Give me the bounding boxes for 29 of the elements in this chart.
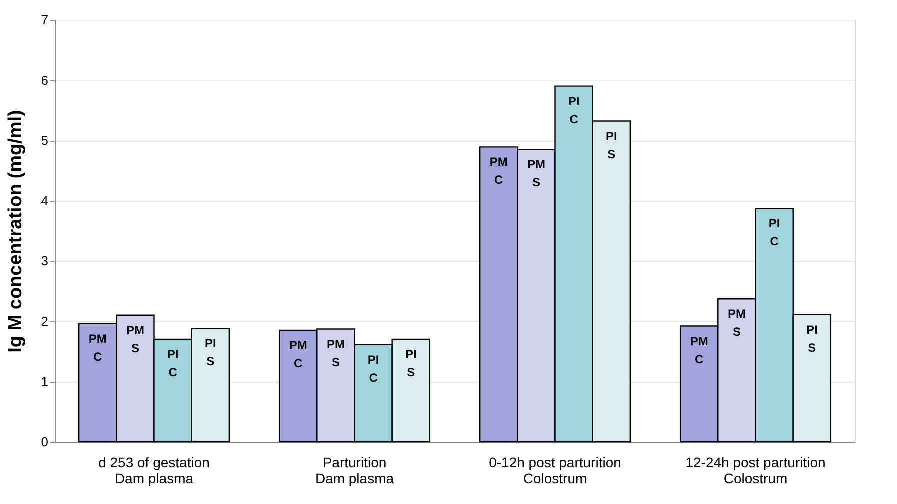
text: PM C: [690, 334, 708, 366]
text: PI S: [606, 129, 618, 162]
y-axis-title: Ig M concentration (mg/ml): [5, 110, 26, 353]
series-label: PM S: [126, 323, 144, 356]
y-tick-label: 3: [41, 254, 48, 269]
series-label: PI C: [167, 348, 179, 380]
text: PI S: [806, 322, 818, 355]
text: PI C: [368, 352, 380, 385]
text: PM C: [490, 155, 508, 188]
series-label: PI S: [204, 336, 216, 369]
text: PI C: [768, 216, 780, 249]
y-tick-label: 5: [41, 133, 48, 148]
y-tick-label: 4: [41, 193, 48, 208]
x-tick-label: d 253 of gestation Dam plasma: [98, 454, 210, 486]
text: PI S: [405, 348, 417, 380]
y-tick-label: 6: [41, 72, 48, 88]
text: PM C: [289, 338, 308, 370]
y-tick-label: 0: [41, 434, 48, 450]
x-tick-label: 0-12h post parturition Colostrum: [489, 454, 622, 486]
x-tick-label: 12-24h post parturition Colostrum: [686, 454, 826, 486]
y-tick-label: 2: [41, 314, 48, 329]
text: PM S: [728, 307, 746, 340]
series-label: PM C: [88, 332, 107, 364]
y-tick-label: 7: [41, 12, 48, 28]
text: PM S: [326, 337, 345, 370]
y-tick-label: 1: [41, 374, 48, 390]
text: PM S: [527, 158, 546, 190]
x-tick-label: Parturition Dam plasma: [315, 454, 394, 486]
text: PI C: [568, 94, 580, 126]
